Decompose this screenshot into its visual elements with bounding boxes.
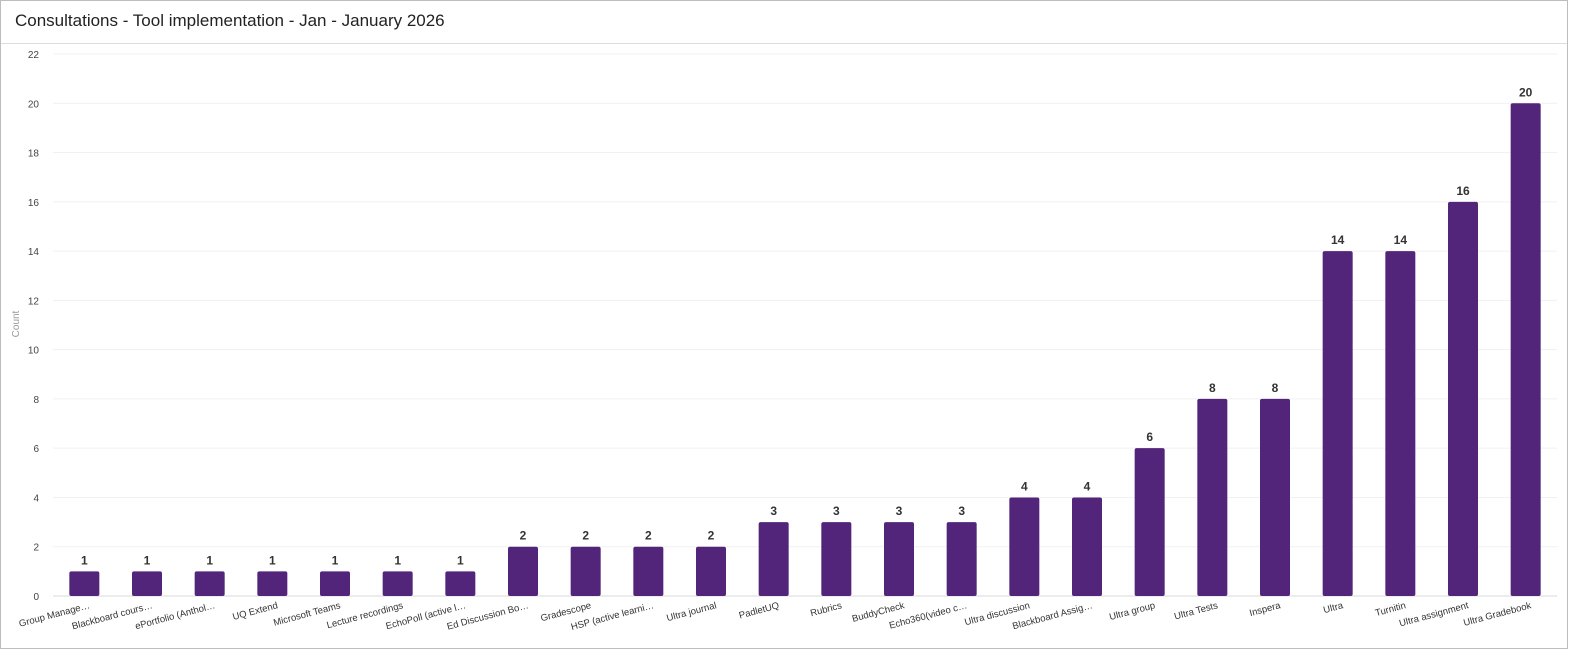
bar[interactable]	[821, 522, 852, 596]
bar[interactable]	[758, 522, 789, 596]
bar[interactable]	[69, 571, 100, 596]
bar[interactable]	[633, 546, 664, 596]
x-tick-label: Rubrics	[809, 600, 843, 619]
data-label: 14	[1394, 233, 1408, 247]
y-tick-label: 18	[28, 149, 40, 160]
bar[interactable]	[696, 546, 726, 596]
data-label: 1	[144, 553, 151, 567]
data-label: 2	[708, 529, 715, 543]
grid-lines	[53, 53, 1557, 597]
data-label: 3	[896, 504, 903, 518]
bar[interactable]	[1134, 448, 1165, 596]
x-tick-label: Ultra group	[1108, 600, 1156, 623]
bar[interactable]	[1448, 201, 1478, 596]
bar[interactable]	[1197, 398, 1228, 596]
data-label: 1	[332, 553, 339, 567]
x-axis-ticks: Group Manage…Blackboard cours…ePortfolio…	[18, 600, 1533, 633]
bar[interactable]	[508, 546, 538, 596]
bar[interactable]	[1510, 103, 1541, 596]
x-tick-label: Inspera	[1248, 600, 1282, 619]
y-tick-label: 0	[33, 592, 39, 603]
x-tick-label: Ultra	[1322, 600, 1345, 616]
y-tick-label: 22	[28, 50, 40, 61]
bar[interactable]	[132, 571, 162, 596]
bars	[69, 103, 1541, 596]
y-tick-label: 4	[33, 493, 39, 504]
data-label: 1	[394, 553, 401, 567]
x-tick-label: Ultra Gradebook	[1462, 600, 1532, 629]
bar[interactable]	[884, 522, 914, 596]
bar[interactable]	[570, 546, 601, 596]
y-tick-label: 14	[28, 247, 40, 258]
data-label: 1	[81, 553, 88, 567]
data-label: 8	[1272, 381, 1279, 395]
data-label: 2	[582, 529, 589, 543]
data-label: 4	[1021, 479, 1028, 493]
panel-title: Consultations - Tool implementation - Ja…	[15, 11, 445, 30]
bar[interactable]	[1385, 251, 1416, 596]
data-label: 8	[1209, 381, 1216, 395]
bar[interactable]	[382, 571, 413, 596]
data-label: 20	[1519, 85, 1533, 99]
data-label: 2	[520, 529, 527, 543]
bar[interactable]	[257, 571, 288, 596]
data-label: 1	[457, 553, 464, 567]
panel-header: Consultations - Tool implementation - Ja…	[1, 1, 1567, 44]
y-tick-label: 2	[33, 543, 39, 554]
data-label: 3	[958, 504, 965, 518]
x-tick-label: Ultra Tests	[1173, 600, 1219, 622]
data-label: 3	[833, 504, 840, 518]
x-tick-label: Ultra journal	[665, 600, 717, 624]
data-label: 2	[645, 529, 652, 543]
bar[interactable]	[445, 571, 476, 596]
x-tick-label: PadletUQ	[738, 600, 781, 621]
x-tick-label: Ultra assignment	[1398, 600, 1470, 629]
x-tick-label: Turnitin	[1374, 600, 1407, 619]
y-axis-ticks: 0 2 4 6 8 10 12 14 16 18 20 22	[28, 50, 40, 603]
bar[interactable]	[946, 522, 977, 596]
y-tick-label: 20	[28, 99, 40, 110]
data-label: 6	[1146, 430, 1153, 444]
bar[interactable]	[194, 571, 225, 596]
data-label: 3	[770, 504, 777, 518]
data-label: 16	[1456, 184, 1470, 198]
data-label: 14	[1331, 233, 1345, 247]
y-tick-label: 12	[28, 296, 40, 307]
bar[interactable]	[1072, 497, 1102, 596]
y-tick-label: 6	[33, 444, 39, 455]
bar[interactable]	[1260, 398, 1290, 596]
y-tick-label: 10	[28, 346, 40, 357]
data-label: 4	[1084, 479, 1091, 493]
bar[interactable]	[1009, 497, 1040, 596]
bar[interactable]	[320, 571, 350, 596]
data-label: 1	[206, 553, 213, 567]
y-tick-label: 8	[33, 395, 39, 406]
y-tick-label: 16	[28, 198, 40, 209]
data-labels: 1 1 1 1 1 1 1 2 2 2 2 3 3 3 3 4 4 6 8 8 14 14 16 20	[81, 85, 1533, 567]
data-label: 1	[269, 553, 276, 567]
bar[interactable]	[1322, 251, 1353, 596]
y-axis-label: Count	[11, 310, 22, 337]
